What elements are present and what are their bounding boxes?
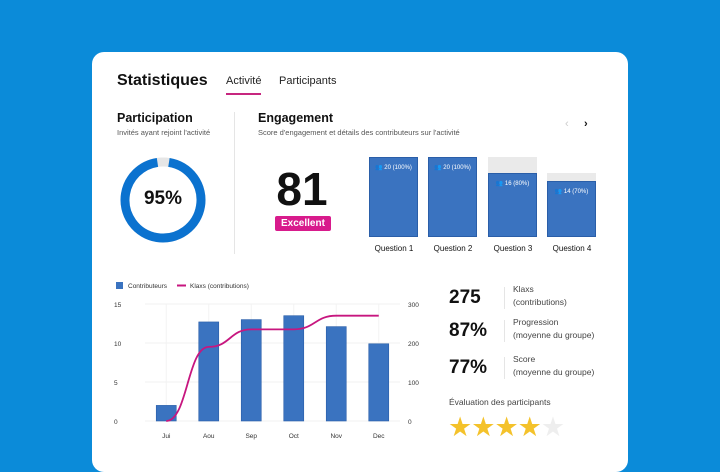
y-tick-label: 10: [114, 341, 122, 348]
legend-label: Contributeurs: [128, 283, 168, 290]
line-series: [166, 314, 379, 422]
question-bar-label: 16 (80%): [504, 181, 530, 187]
legend-label: Klaxs (contributions): [190, 283, 249, 290]
engagement-title: Engagement: [258, 111, 334, 125]
question-bar-track: 👥 20 (100%): [428, 157, 477, 237]
question-label: Question 3: [493, 244, 533, 253]
question-label: Question 2: [433, 244, 473, 253]
users-icon: 👥: [495, 181, 504, 187]
star-rating[interactable]: ★★★★★: [448, 412, 565, 443]
stat-divider: [504, 287, 505, 309]
y2-tick-label: 200: [408, 341, 419, 348]
participation-title: Participation: [117, 111, 193, 125]
participation-subtitle: Invités ayant rejoint l'activité: [117, 128, 211, 137]
stat-value: 77%: [449, 357, 488, 378]
x-tick-label: Oct: [289, 433, 299, 440]
question-bar-track: 👥 20 (100%): [369, 157, 418, 237]
score-badge: Excellent: [275, 216, 331, 231]
bar: [325, 326, 347, 422]
tab-participants[interactable]: Participants: [279, 75, 337, 87]
users-icon: 👥: [434, 165, 442, 171]
participation-donut: [120, 157, 206, 243]
x-tick-label: Jui: [162, 433, 170, 440]
stat-label: Score (moyenne du groupe): [513, 353, 594, 379]
x-tick-label: Dec: [373, 433, 385, 440]
rating-label: Évaluation des participants: [449, 397, 551, 407]
page-title: Statistiques: [117, 72, 208, 89]
bar: [198, 321, 220, 422]
question-bar-track: 👥 16 (80%): [488, 157, 537, 237]
users-icon: 👥: [375, 165, 383, 171]
engagement-score: 81: [276, 163, 328, 215]
star-icon[interactable]: ★: [517, 412, 542, 442]
question-bar: 👥 20 (100%): [428, 157, 477, 237]
question-bar: 👥 16 (80%): [488, 173, 537, 237]
activity-chart: 0 5 10 15 0 100 200 300 Jui Aou Sep Oct Nov Dec Contri…: [114, 282, 419, 440]
question-bar: 👥 20 (100%): [369, 157, 418, 237]
stat-label-line2: (contributions): [513, 297, 567, 307]
question-bar-track: 👥 14 (70%): [547, 173, 596, 237]
tab-activite[interactable]: Activité: [226, 75, 262, 95]
star-icon[interactable]: ★: [540, 412, 565, 442]
question-label: Question 1: [374, 244, 414, 253]
legend-swatch-bar: [116, 282, 123, 289]
stat-value: 87%: [449, 320, 488, 341]
stat-label-line1: Score: [513, 354, 536, 364]
users-icon: 👥: [554, 189, 563, 195]
question-bar: 👥 14 (70%): [547, 181, 596, 237]
stat-label-line2: (moyenne du groupe): [513, 367, 595, 377]
y2-tick-label: 0: [408, 419, 412, 426]
stat-value: 275: [449, 287, 481, 308]
bar: [283, 315, 305, 422]
chevron-left-icon[interactable]: ‹: [565, 118, 569, 130]
stat-label-line1: Klaxs: [513, 284, 534, 294]
y2-tick-label: 300: [408, 302, 419, 309]
stat-label: Klaxs (contributions): [513, 283, 567, 309]
stat-divider: [504, 320, 505, 342]
question-bar-label: 20 (100%): [384, 165, 412, 171]
question-label: Question 4: [552, 244, 592, 253]
question-bar-label: 14 (70%): [563, 189, 589, 195]
divider: [234, 112, 235, 254]
stat-label-line2: (moyenne du groupe): [513, 330, 595, 340]
stat-label-line1: Progression: [513, 317, 559, 327]
y-tick-label: 5: [114, 380, 118, 387]
star-icon[interactable]: ★: [494, 412, 518, 442]
bar: [240, 319, 262, 422]
chevron-right-icon[interactable]: ›: [584, 118, 588, 130]
star-icon[interactable]: ★: [471, 412, 495, 442]
y2-tick-label: 100: [408, 380, 419, 387]
stat-divider: [504, 357, 505, 379]
stat-label: Progression (moyenne du groupe): [513, 316, 594, 342]
x-tick-label: Aou: [203, 433, 215, 440]
star-icon[interactable]: ★: [448, 412, 472, 442]
y-tick-label: 0: [114, 419, 118, 426]
y-tick-label: 15: [114, 302, 122, 309]
question-bar-label: 20 (100%): [443, 165, 471, 171]
x-tick-label: Sep: [245, 433, 257, 440]
engagement-subtitle: Score d'engagement et détails des contri…: [258, 128, 460, 137]
bar: [368, 343, 390, 422]
participation-percent: 95%: [143, 188, 183, 209]
x-tick-label: Nov: [330, 433, 342, 440]
statistics-card: Statistiques Activité Participants Parti…: [92, 52, 628, 472]
